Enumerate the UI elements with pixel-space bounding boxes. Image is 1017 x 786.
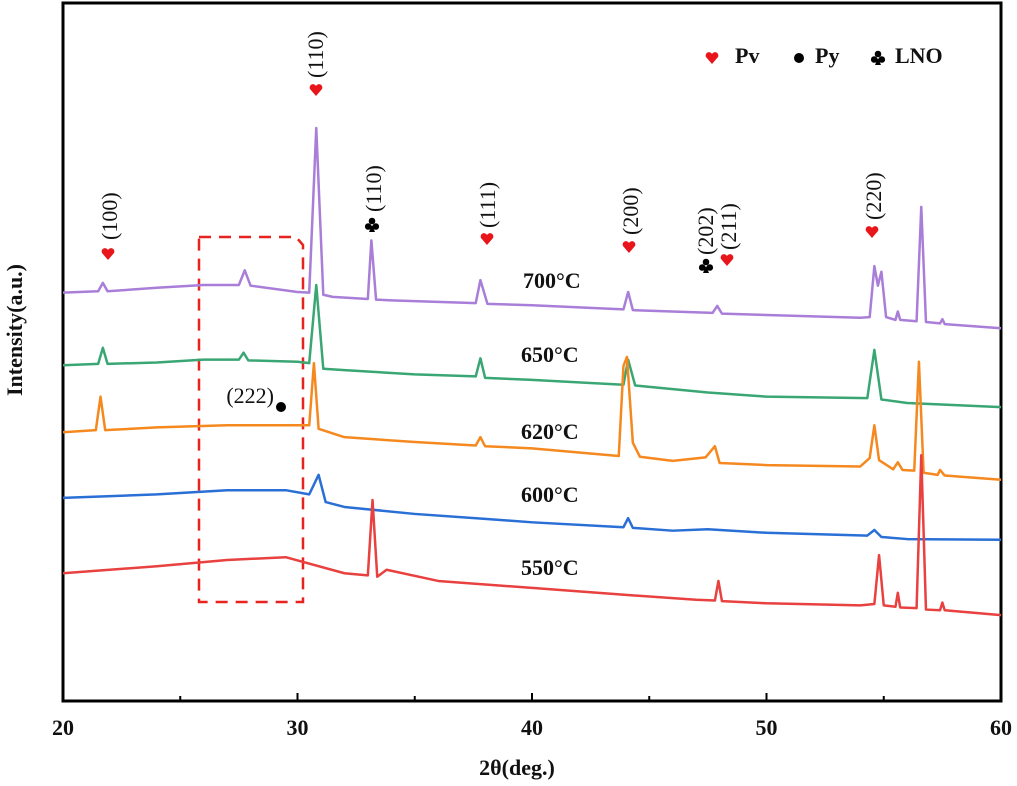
series-line (62, 283, 1002, 409)
peak-label: (222) (226, 383, 274, 408)
peak-label: (110) (303, 31, 328, 78)
heart-symbol (101, 248, 115, 260)
series-label: 650°C (521, 342, 579, 367)
club-symbol (875, 58, 881, 65)
dot-symbol (794, 53, 804, 63)
series-label: 620°C (521, 419, 579, 444)
legend-label: Pv (735, 43, 759, 68)
peak-label: (100) (97, 192, 122, 240)
peak-label: (200) (618, 187, 643, 235)
legend-label: Py (815, 43, 839, 68)
heart-symbol (865, 226, 879, 238)
y-axis-label: Intensity(a.u.) (2, 264, 27, 396)
heart-symbol (720, 254, 734, 266)
heart-symbol (622, 241, 636, 253)
series-label: 550°C (521, 555, 579, 580)
club-symbol (878, 56, 886, 63)
x-tick-label: 30 (287, 715, 309, 740)
heart-symbol (309, 84, 323, 96)
series-line (62, 473, 1002, 542)
club-symbol (870, 56, 878, 63)
heart-symbol (705, 52, 719, 64)
x-tick-label: 20 (52, 715, 74, 740)
x-tick-label: 60 (990, 715, 1012, 740)
peak-label: (220) (861, 172, 886, 220)
dot-symbol (276, 402, 286, 412)
club-symbol (703, 266, 709, 273)
series-line (62, 355, 1002, 481)
club-symbol (874, 50, 882, 58)
club-symbol (706, 264, 714, 271)
peak-label: (202) (693, 207, 718, 255)
peak-label: (110) (361, 165, 386, 212)
peak-label: (111) (475, 182, 500, 228)
heart-symbol (480, 233, 494, 245)
club-symbol (364, 223, 372, 230)
peak-label: (211) (716, 203, 741, 250)
series-label: 600°C (521, 482, 579, 507)
series-line (62, 126, 1002, 330)
legend-label: LNO (895, 43, 943, 68)
series-label: 700°C (523, 268, 581, 293)
x-tick-label: 50 (756, 715, 778, 740)
club-symbol (368, 217, 376, 225)
club-symbol (372, 223, 380, 230)
x-tick-label: 40 (521, 715, 543, 740)
x-axis-label: 2θ(deg.) (479, 755, 555, 780)
highlight-box (197, 235, 305, 604)
club-symbol (702, 258, 710, 266)
series-line (62, 454, 1002, 617)
club-symbol (369, 225, 375, 232)
club-symbol (698, 264, 706, 271)
